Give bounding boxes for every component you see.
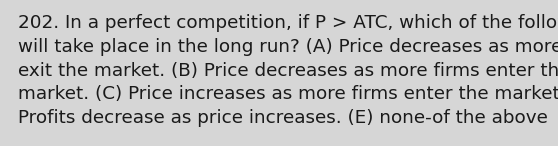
Text: Profits decrease as price increases. (E) none-of the above: Profits decrease as price increases. (E)… — [18, 109, 548, 127]
Text: will take place in the long run? (A) Price decreases as more firms: will take place in the long run? (A) Pri… — [18, 38, 558, 56]
Text: market. (C) Price increases as more firms enter the market. (D): market. (C) Price increases as more firm… — [18, 85, 558, 103]
Text: 202. In a perfect competition, if P > ATC, which of the following: 202. In a perfect competition, if P > AT… — [18, 14, 558, 32]
Text: exit the market. (B) Price decreases as more firms enter the: exit the market. (B) Price decreases as … — [18, 62, 558, 80]
